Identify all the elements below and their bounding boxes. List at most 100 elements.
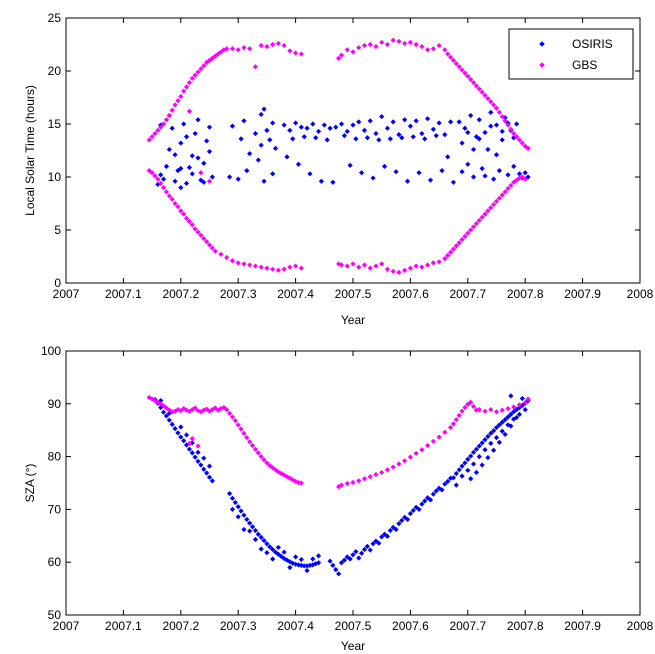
data-point [275,544,281,551]
data-point [338,121,345,127]
data-point [447,249,454,255]
data-point [384,125,391,131]
data-point [252,446,259,452]
data-point [313,135,319,141]
data-point [255,157,261,163]
x-tick-label: 2007.7 [449,287,486,301]
data-point [505,405,511,412]
data-point [195,443,201,449]
data-point [255,531,261,537]
data-point [350,49,356,55]
data-point [493,122,500,128]
data-point [155,127,161,133]
data-point [267,137,273,143]
data-point [261,537,267,544]
data-point [212,405,218,411]
data-point [183,215,190,221]
data-point [247,262,253,268]
data-point [462,404,468,411]
data-point [206,124,213,130]
data-point [450,57,457,63]
data-point [488,205,494,211]
data-point [387,136,393,142]
data-point [459,236,465,243]
data-point [224,254,230,261]
data-point [229,495,236,501]
data-point [270,266,276,272]
data-point [347,162,353,168]
data-point [229,46,236,52]
data-point [496,195,502,201]
data-point [293,120,299,126]
data-point [508,126,514,132]
data-point [169,421,175,427]
data-point [295,479,302,486]
data-point [390,268,396,274]
legend: OSIRIS GBS [508,28,634,80]
data-point [178,140,184,146]
data-point [491,102,497,108]
x-tick-label: 2007 [53,287,80,301]
data-point [247,46,253,52]
data-point [488,430,494,436]
data-point [344,554,350,560]
data-point [353,136,359,142]
data-point [493,424,500,431]
data-point [152,173,158,179]
data-point [402,514,408,520]
data-point [459,169,465,175]
data-point [172,178,178,184]
data-point [468,476,474,482]
data-point [361,127,368,133]
data-point [341,557,347,563]
data-point [491,428,497,434]
data-point [178,185,184,191]
data-point [499,128,505,135]
data-point [350,261,356,267]
data-point [476,454,482,460]
data-point [344,128,350,135]
data-point [456,119,462,125]
data-point [447,475,454,481]
data-point [350,479,356,486]
data-point [235,260,241,266]
data-point [201,160,207,166]
data-point [149,170,155,176]
data-point [361,476,368,482]
data-point [508,393,514,399]
data-point [146,137,152,143]
data-point [270,120,276,126]
data-point [359,550,365,556]
data-point [367,41,373,48]
data-point [442,47,448,53]
data-point [373,44,379,50]
data-point [407,511,413,517]
data-point [430,260,436,266]
data-point [482,447,488,453]
data-point [373,471,379,478]
data-point [453,470,459,477]
data-point [456,64,462,70]
data-point [525,396,531,402]
data-point [430,46,436,52]
data-point [519,140,525,146]
data-point [456,467,462,473]
data-point [482,437,488,443]
data-point [522,176,528,182]
data-point [258,454,264,460]
data-point [445,252,451,259]
data-point [413,263,419,269]
data-point [258,42,264,49]
data-point [206,148,213,155]
data-point [425,116,431,122]
data-point [192,405,198,411]
data-point [226,490,233,497]
data-point [315,128,322,135]
data-point [442,132,448,138]
data-point [284,154,290,160]
data-point [204,470,210,476]
data-point [499,407,505,413]
data-point [209,174,215,180]
data-point [445,478,451,485]
data-point [496,422,502,428]
